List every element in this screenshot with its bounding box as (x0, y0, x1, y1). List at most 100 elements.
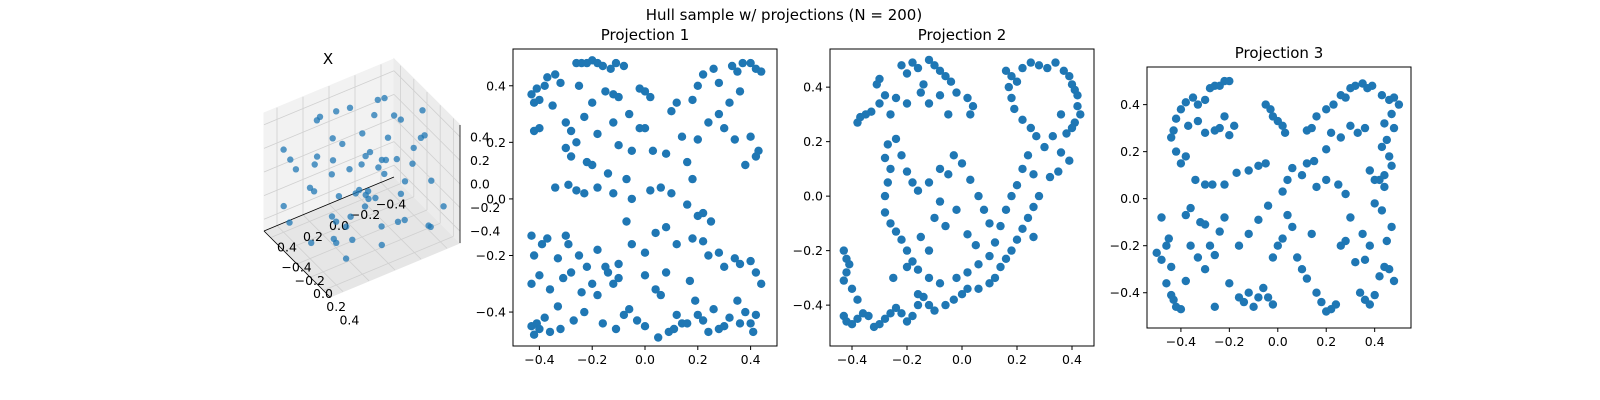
scatter-point (280, 146, 287, 153)
y-tick-label: −0.4 (476, 305, 506, 320)
x-tick-label: 0.4 (741, 352, 761, 367)
scatter-point (672, 98, 681, 107)
panel-title: X (323, 50, 333, 68)
scatter-point (1167, 262, 1176, 272)
scatter-point (891, 134, 901, 144)
scatter-point (733, 296, 742, 305)
scatter-point (527, 279, 536, 288)
x-tick-label: −0.2 (350, 207, 380, 222)
scatter-point (362, 191, 369, 199)
scatter-point (902, 69, 912, 78)
scatter-point (880, 314, 890, 323)
scatter-point (1244, 166, 1253, 175)
scatter-point (924, 178, 934, 187)
scatter-point (646, 92, 655, 102)
scatter-point (727, 61, 737, 71)
scatter-point (1073, 102, 1082, 111)
scatter-point (609, 189, 618, 198)
grid-line (323, 236, 454, 291)
x-tick-label: 0.4 (277, 240, 297, 255)
scatter-point (990, 238, 1000, 247)
scatter-point (1181, 276, 1191, 286)
scatter-point (963, 268, 972, 277)
scatter-point (880, 153, 890, 163)
scatter-point (619, 61, 629, 71)
scatter-point (661, 223, 671, 232)
scatter-point (632, 316, 642, 325)
scatter-point (622, 174, 631, 184)
scatter-point (371, 111, 378, 119)
scatter-point (1273, 241, 1283, 250)
scatter-point (401, 216, 408, 224)
scatter-point (725, 98, 734, 107)
scatter-point (913, 265, 923, 274)
scatter-point (1215, 123, 1224, 133)
scatter-point (374, 96, 381, 104)
scatter-point (1065, 156, 1074, 165)
scatter-point (1389, 93, 1399, 102)
scatter-point (1254, 215, 1263, 224)
scatter-point (440, 203, 447, 210)
x-tick-label: −0.4 (376, 196, 406, 211)
scatter-point (1029, 232, 1038, 242)
scatter-point (529, 330, 539, 339)
scatter-point (1389, 276, 1399, 286)
scatter-point (329, 135, 336, 142)
scatter-point (966, 110, 975, 119)
scatter-point (646, 186, 655, 195)
scatter-point (757, 279, 766, 288)
y-tick-label: −0.2 (793, 243, 823, 258)
scatter-point (1360, 123, 1370, 133)
scatter-point (622, 217, 631, 226)
scatter-point (1001, 66, 1011, 76)
x-tick-label: 0.0 (952, 352, 972, 367)
scatter-point (751, 310, 761, 320)
scatter-point (428, 177, 435, 184)
scatter-point (1382, 236, 1392, 246)
scatter-point (580, 307, 589, 317)
scatter-point (535, 324, 544, 334)
scatter-point (667, 107, 676, 116)
y-tick-label: −0.2 (295, 273, 325, 288)
scatter-point (845, 260, 854, 269)
scatter-point (924, 55, 934, 65)
scatter-point (930, 61, 939, 70)
scatter-point (593, 290, 602, 300)
scatter-point (640, 124, 650, 133)
scatter-point (924, 99, 934, 108)
scatter-point (996, 262, 1005, 272)
scatter-point (908, 311, 917, 321)
scatter-point (1377, 91, 1387, 100)
scatter-point (1365, 300, 1375, 309)
scatter-point (913, 300, 923, 310)
scatter-point (580, 112, 589, 122)
scatter-point (683, 157, 692, 167)
scatter-point (661, 149, 671, 158)
scatter-point (1040, 142, 1049, 152)
scatter-point (875, 320, 884, 329)
scatter-point (614, 92, 623, 102)
scatter-point (1317, 297, 1326, 307)
grid-line (393, 94, 461, 161)
scatter-point (1302, 274, 1312, 283)
scatter-point (741, 160, 750, 170)
scatter-point (875, 99, 884, 108)
scatter-point (1210, 302, 1220, 311)
scatter-point (588, 279, 597, 288)
scatter-point (1007, 93, 1016, 103)
scatter-point (1043, 63, 1052, 73)
y-tick-label: −0.4 (281, 260, 311, 275)
scatter-point (1365, 166, 1375, 175)
scatter-point (1193, 116, 1203, 126)
scatter-point (1225, 279, 1234, 288)
scatter-point (916, 232, 925, 242)
scatter-point (897, 151, 906, 160)
scatter-point (410, 144, 417, 152)
panel-projection-1: Projection 1 −0.4 −0.2 0.0 0.2 0.4 −0.4 −0.2 0.0… (476, 26, 778, 367)
scatter-point (946, 77, 956, 86)
scatter-point (720, 322, 729, 331)
scatter-point (913, 290, 923, 299)
x-tick-label: 0.2 (303, 229, 323, 244)
x-tick-label: −0.2 (892, 352, 922, 367)
scatter-point (886, 219, 895, 228)
